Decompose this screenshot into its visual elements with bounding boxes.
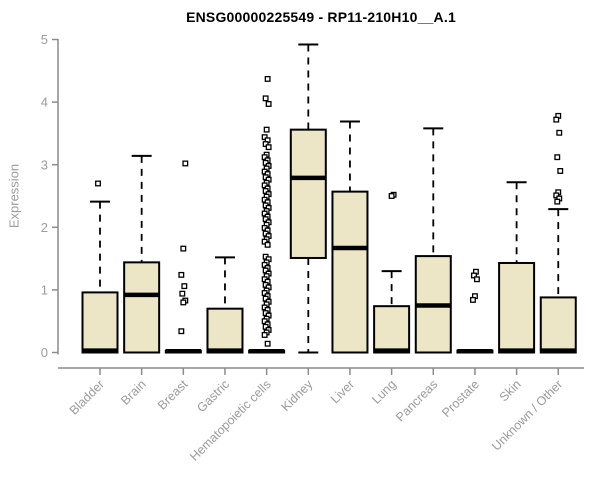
x-axis-tick-label-liver: Liver [328,377,357,406]
outlier-point [469,296,476,303]
outlier-point [265,144,272,151]
boxplot-hematopoietic-cells [248,75,286,354]
y-axis-tick-label: 5 [41,32,48,47]
outlier-point [262,188,269,194]
outlier-point [178,271,185,278]
iqr-box [539,296,577,354]
outlier-point [261,332,268,338]
boxplot-kidney [289,43,327,354]
outlier-point [95,180,101,187]
outlier-point [262,267,269,274]
outlier-point [182,160,189,167]
x-axis-tick-label-kidney: Kidney [278,377,315,414]
outlier-point [264,75,271,82]
outlier-point [470,272,477,279]
outlier-point [557,168,564,174]
outlier-point [181,283,188,290]
outlier-point [261,290,268,296]
x-axis-tick-label-bladder: Bladder [67,377,107,417]
chart-title: ENSG00000225549 - RP11-210H10__A.1 [186,9,456,25]
boxplot-liver [331,120,369,354]
outlier-point [554,198,561,205]
iqr-box [81,291,119,354]
boxplot-breast [164,160,202,354]
outlier-point [180,299,187,306]
outlier-point [179,290,186,297]
outlier-point [262,323,269,330]
outlier-point [261,210,268,217]
outlier-point [262,295,269,302]
outlier-point [388,193,395,199]
outlier-point [261,318,268,325]
y-axis-tick-label: 1 [41,282,48,297]
boxplot-gastric [206,256,244,354]
x-axis-tick-label-prostate: Prostate [439,377,482,420]
x-axis-tick-label-skin: Skin [497,377,524,404]
outlier-point [261,238,268,245]
x-axis-tick-label-brain: Brain [118,377,149,408]
outlier-point [178,328,185,335]
boxplot-prostate [456,268,494,354]
y-axis-tick-label: 4 [41,95,48,110]
outlier-point [180,245,187,252]
x-axis-tick-label-unknown-other: Unknown / Other [489,377,565,453]
outlier-point [261,134,268,141]
iqr-box [498,261,536,354]
iqr-box [331,190,369,354]
outlier-point [261,154,268,161]
x-axis-tick-label-pancreas: Pancreas [393,377,440,424]
boxplot-unknown-other [539,112,577,354]
y-axis-tick-label: 2 [41,220,48,235]
x-axis-tick-label-breast: Breast [155,377,191,413]
outlier-point [553,192,560,199]
outlier-point [553,116,560,123]
outlier-point [261,182,268,189]
outlier-point [554,154,561,161]
outlier-point [262,159,269,166]
outlier-point [556,129,563,136]
boxplot-brain [123,154,161,354]
x-axis-tick-label-hematopoietic-cells: Hematopoietic cells [187,377,274,464]
boxplot-skin [498,181,536,354]
outlier-point [262,141,269,147]
iqr-box [373,305,411,354]
x-axis-tick-label-gastric: Gastric [194,377,232,415]
outlier-point [262,95,269,102]
outlier-point [261,261,268,268]
outlier-point [262,216,269,223]
outlier-point [473,276,480,283]
outlier-point [264,241,271,248]
outlier-point [263,126,270,133]
x-axis-tick-label-lung: Lung [369,377,399,407]
outlier-point [265,101,272,107]
iqr-box [289,128,327,259]
boxplot-bladder [81,180,119,354]
iqr-box [123,261,161,354]
y-axis-tick-label: 0 [41,345,48,360]
boxplot-pancreas [414,127,452,354]
iqr-box [206,307,244,354]
outlier-point [264,340,271,347]
boxplot-lung [373,191,411,354]
y-axis-tick-label: 3 [41,157,48,172]
